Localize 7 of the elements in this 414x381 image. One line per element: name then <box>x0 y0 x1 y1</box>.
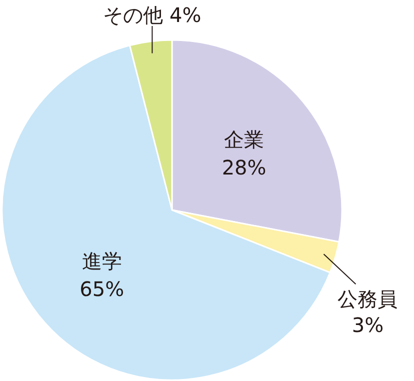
data-label: 65% <box>80 276 124 301</box>
slice-label: その他 4% <box>103 3 202 27</box>
data-label: 28% <box>222 155 266 180</box>
slice-label: 進学 <box>82 248 122 273</box>
slice-label: 公務員 <box>338 287 398 312</box>
data-label: 3% <box>352 313 384 338</box>
slice-label: 企業 <box>224 127 264 152</box>
